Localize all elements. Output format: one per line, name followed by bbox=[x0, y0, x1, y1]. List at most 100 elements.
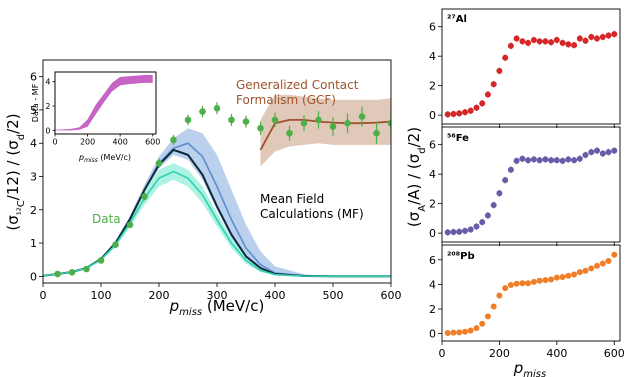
main-y-tick-label: 2 bbox=[30, 204, 37, 217]
panel-fe-point bbox=[484, 212, 491, 219]
data-point bbox=[83, 265, 90, 273]
panel-al-point bbox=[582, 37, 589, 44]
panel-fe-point bbox=[473, 223, 480, 230]
panel-iron: 0 2 4 6 bbox=[429, 126, 621, 246]
panel-fe-point bbox=[559, 157, 566, 164]
panel-pb-point bbox=[479, 320, 486, 327]
panel-pb-point bbox=[513, 280, 520, 287]
panel-pb-point bbox=[444, 330, 451, 336]
right-panels: 0 2 4 6 0 2 4 6 0 200 400 600 0 2 4 6 ²⁷Al ⁵⁶Fe ²⁰⁸Pb… bbox=[405, 8, 625, 377]
panel-pb-point bbox=[576, 269, 583, 276]
panel-pb-x-tick-label: 0 bbox=[439, 347, 446, 360]
data-point bbox=[344, 119, 351, 127]
panel-fe-point bbox=[553, 157, 560, 164]
panel-al-point bbox=[536, 38, 543, 45]
panel-pb-point bbox=[536, 277, 543, 284]
panel-fe-point bbox=[594, 147, 600, 154]
panel-pb-point bbox=[605, 258, 612, 264]
main-x-tick-label: 200 bbox=[149, 289, 170, 302]
data-point bbox=[358, 113, 366, 120]
panel-pb-point bbox=[462, 328, 468, 335]
panel-fe-y-tick-label: 4 bbox=[429, 168, 436, 181]
panel-al-point bbox=[502, 54, 509, 61]
panel-fe-point bbox=[479, 219, 486, 226]
panel-al-point bbox=[611, 31, 618, 38]
panel-pb-y-tick-label: 6 bbox=[429, 254, 436, 267]
panel-label-pb: ²⁰⁸Pb bbox=[447, 251, 475, 262]
panel-al-point bbox=[594, 35, 600, 42]
main-y-tick-label: 1 bbox=[30, 237, 37, 250]
main-x-axis-label: pmiss (MeV/c) bbox=[169, 297, 265, 318]
mf-teal-line bbox=[43, 170, 391, 278]
panel-lead: 0 200 400 600 0 2 4 6 bbox=[429, 244, 625, 360]
panel-pb-point bbox=[525, 280, 532, 287]
gcf-annotation-line2: Formalism (GCF) bbox=[236, 93, 336, 107]
panel-pb-point bbox=[565, 272, 572, 279]
panel-aluminum: 0 2 4 6 bbox=[429, 8, 621, 128]
panel-fe-point bbox=[605, 149, 612, 156]
main-x-tick-label: 600 bbox=[381, 289, 402, 302]
panel-al-point bbox=[490, 81, 497, 88]
panel-fe-y-tick-label: 2 bbox=[429, 198, 436, 211]
inset-y-axis-label: Data - MF bbox=[31, 83, 40, 122]
panel-pb-y-tick-label: 0 bbox=[429, 328, 436, 341]
data-point bbox=[315, 116, 322, 124]
panel-fe-point bbox=[611, 147, 618, 154]
panel-pb-point bbox=[548, 276, 555, 283]
panel-al-point bbox=[467, 107, 474, 114]
panel-pb-point bbox=[553, 274, 560, 281]
main-x-tick-label: 300 bbox=[207, 289, 228, 302]
right-x-axis-label: pmiss bbox=[513, 359, 546, 377]
inset-x-tick-label: 200 bbox=[80, 138, 95, 147]
data-point bbox=[184, 116, 192, 124]
panel-fe-point bbox=[502, 177, 509, 184]
panel-fe-point bbox=[513, 157, 520, 164]
inset-difference-band bbox=[55, 75, 153, 131]
data-point bbox=[112, 241, 119, 248]
panel-pb-point bbox=[484, 313, 491, 320]
panel-al-point bbox=[444, 111, 451, 118]
panel-pb-point bbox=[467, 327, 474, 334]
gcf-line bbox=[259, 119, 391, 151]
panel-pb-point bbox=[519, 280, 526, 287]
main-x-tick-label: 500 bbox=[323, 289, 344, 302]
inset-frame bbox=[54, 71, 157, 135]
panel-al-point bbox=[559, 39, 566, 46]
inset-x-tick-label: 600 bbox=[145, 138, 160, 147]
data-point bbox=[387, 119, 391, 127]
gcf-annotation-line1: Generalized Contact bbox=[236, 78, 359, 92]
panel-al-point bbox=[473, 104, 480, 111]
data-point bbox=[300, 119, 308, 127]
main-y-tick-label: 3 bbox=[30, 170, 37, 183]
mf-blue-band bbox=[43, 128, 391, 277]
data-point bbox=[286, 129, 293, 137]
panel-fe-point bbox=[450, 229, 457, 235]
main-x-tick-label: 400 bbox=[265, 289, 286, 302]
panel-pb-point bbox=[530, 278, 537, 285]
panel-al-y-tick-label: 4 bbox=[429, 50, 436, 63]
panel-al-point bbox=[462, 109, 468, 116]
panel-fe-point bbox=[519, 155, 526, 162]
panel-pb-x-tick-label: 200 bbox=[489, 347, 510, 360]
panel-fe-point bbox=[490, 202, 497, 209]
main-plot-area bbox=[43, 94, 391, 278]
panel-al-point bbox=[525, 39, 532, 46]
panel-fe-point bbox=[456, 228, 463, 235]
inset-axes: 0 200 400 600 0 2 4 bbox=[45, 71, 160, 147]
panel-fe-y-tick-label: 6 bbox=[429, 139, 436, 152]
panel-pb-point bbox=[594, 262, 600, 269]
data-point bbox=[126, 221, 134, 229]
panel-al-point bbox=[450, 111, 457, 117]
gcf-band bbox=[260, 94, 391, 167]
inset-x-axis-label: pmiss (MeV/c) bbox=[78, 153, 131, 164]
data-point bbox=[170, 136, 177, 144]
panel-pb-point bbox=[588, 265, 595, 272]
panel-al-point bbox=[507, 42, 514, 49]
panel-fe-point bbox=[599, 150, 606, 157]
data-point bbox=[213, 105, 221, 112]
right-y-axis-label: (σA/A) / (σd/2) bbox=[405, 127, 428, 227]
panel-fe-y-tick-label: 0 bbox=[429, 227, 436, 240]
panel-al-y-tick-label: 0 bbox=[429, 109, 436, 122]
data-point bbox=[271, 116, 279, 124]
